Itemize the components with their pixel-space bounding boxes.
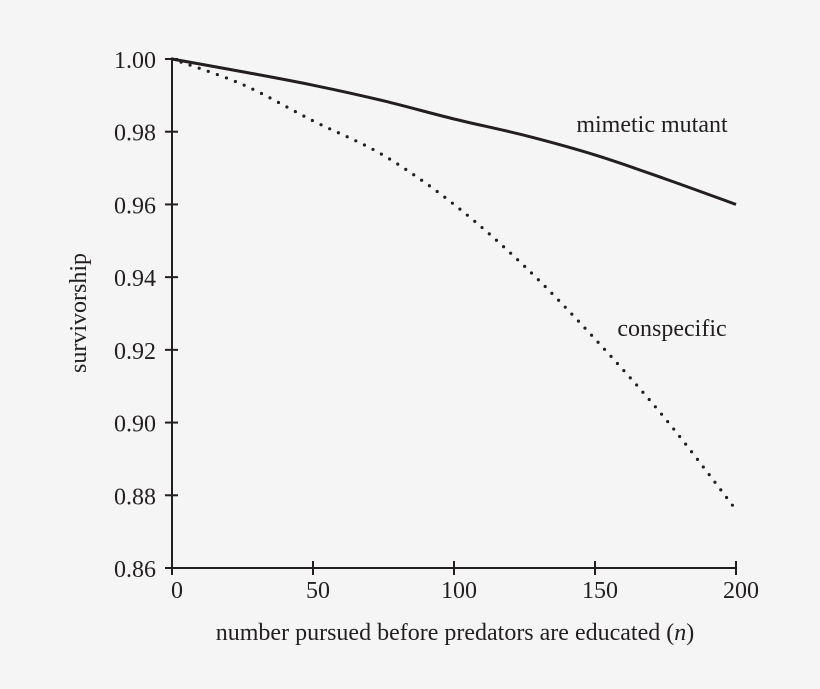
plot-area <box>170 57 738 512</box>
x-tick-label: 150 <box>582 578 618 604</box>
y-tick-label: 1.00 <box>114 48 156 74</box>
y-tick-label: 0.98 <box>114 121 156 147</box>
x-axis-label-close: ) <box>686 620 694 646</box>
y-tick-label: 0.90 <box>114 412 156 438</box>
x-axis: 0 50 100 150 200 <box>165 561 759 604</box>
y-tick-label: 0.92 <box>114 339 156 365</box>
y-tick-label: 0.86 <box>114 557 156 583</box>
y-tick-label: 0.94 <box>114 266 156 292</box>
series-mimetic-mutant-line <box>171 57 737 206</box>
x-axis-label-main: number pursued before predators are educ… <box>216 620 674 646</box>
x-tick-label: 50 <box>306 578 330 604</box>
x-tick-label: 100 <box>441 578 477 604</box>
y-axis: 0.86 0.88 0.90 0.92 0.94 0.96 0.98 1.00 <box>114 48 178 583</box>
y-tick-label: 0.96 <box>114 193 156 219</box>
x-axis-label-variable: n <box>674 620 686 646</box>
x-tick-label: 200 <box>723 578 759 604</box>
y-tick-label: 0.88 <box>114 484 156 510</box>
series-conspecific-line <box>170 57 738 512</box>
y-axis-label: survivorship <box>66 253 92 373</box>
x-tick-label: 0 <box>171 578 183 604</box>
series-label-conspecific: conspecific <box>617 316 726 342</box>
x-axis-label: number pursued before predators are educ… <box>216 620 694 646</box>
series-label-mimetic-mutant: mimetic mutant <box>576 112 728 138</box>
